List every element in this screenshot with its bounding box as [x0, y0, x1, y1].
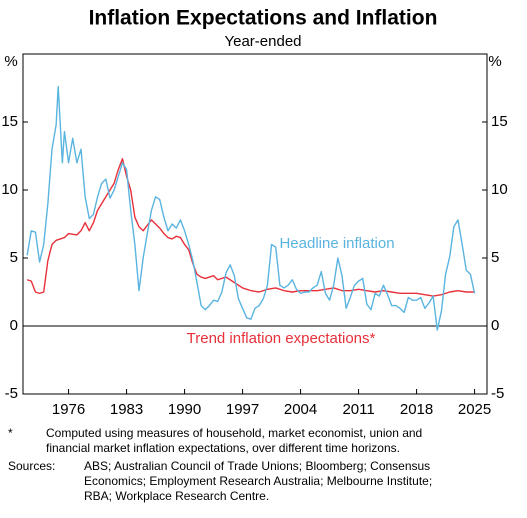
y-tick-label-right: -5	[491, 385, 504, 402]
x-tick-label: 2025	[458, 401, 491, 418]
chart: Inflation Expectations and Inflation Yea…	[1, 7, 508, 418]
y-tick-label: 15	[1, 113, 18, 130]
x-tick-label: 1990	[168, 401, 201, 418]
x-tick-label: 1997	[226, 401, 259, 418]
y-tick-label: 10	[1, 181, 18, 198]
series-line	[26, 158, 475, 297]
footnote-marker: *	[8, 426, 13, 440]
y-tick-label-right: 0	[491, 317, 499, 334]
footnote-line: financial market inflation expectations,…	[46, 441, 400, 455]
y-tick-label-right: 10	[491, 181, 508, 198]
y-unit-right: %	[488, 53, 501, 70]
y-tick-label: -5	[5, 385, 18, 402]
sources-line: ABS; Australian Council of Trade Unions;…	[84, 459, 431, 473]
sources-label: Sources:	[8, 459, 56, 473]
x-tick-label: 2011	[342, 401, 374, 418]
sources-line: RBA; Workplace Research Centre.	[84, 489, 270, 503]
x-tick-label: 2004	[284, 401, 317, 418]
footnote-line: Computed using measures of household, ma…	[46, 426, 423, 440]
x-tick-label: 2018	[400, 401, 433, 418]
x-tick-label: 1983	[110, 401, 143, 418]
plot-frame	[22, 53, 488, 395]
x-tick-label: 1976	[52, 401, 85, 418]
y-tick-label-right: 15	[491, 113, 508, 130]
sources-line: Economics; Employment Research Australia…	[84, 474, 433, 488]
y-unit-left: %	[4, 53, 17, 70]
series-line	[26, 85, 476, 331]
chart-title: Inflation Expectations and Inflation	[89, 7, 438, 30]
y-tick-label-right: 5	[491, 249, 499, 266]
series-label: Headline inflation	[279, 235, 394, 252]
series-label: Trend inflation expectations*	[187, 330, 376, 347]
y-tick-label: 0	[10, 317, 18, 334]
y-tick-label: 5	[10, 249, 18, 266]
chart-subtitle: Year-ended	[224, 33, 301, 50]
